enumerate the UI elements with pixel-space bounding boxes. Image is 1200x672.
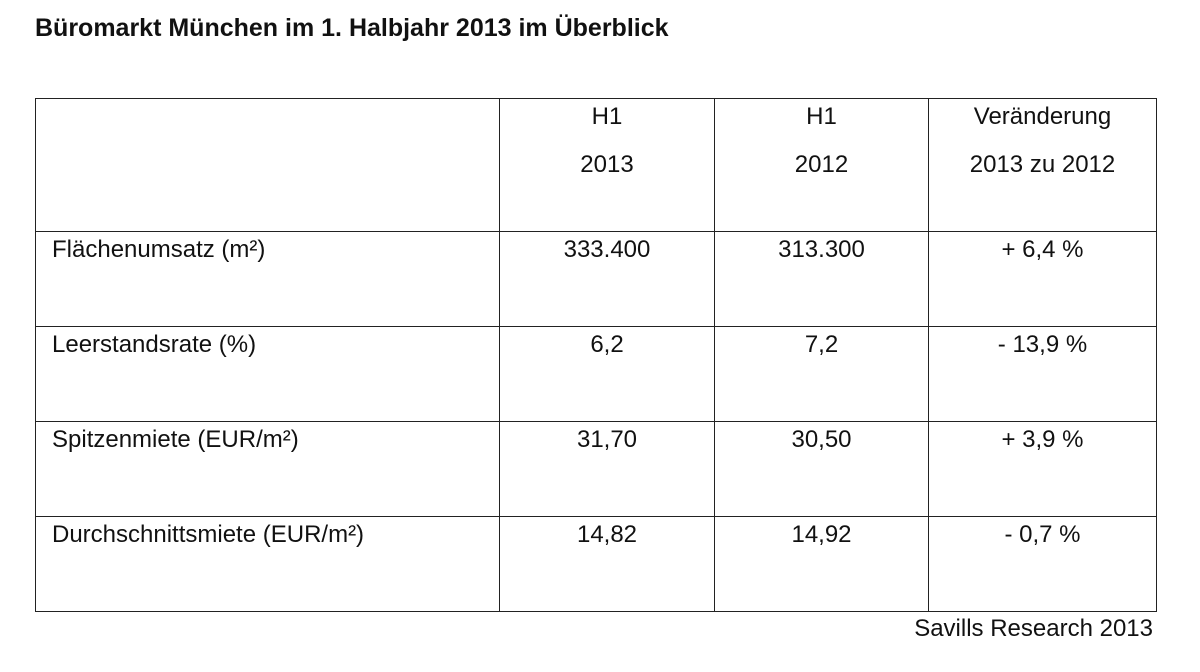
header-text: Veränderung [973,103,1112,130]
cell: 313.300 [714,231,929,327]
header-text: 2012 [794,151,849,178]
cell: 6,2 [499,326,715,422]
table: H1 2013 H1 2012 Veränderung 2013 zu 2012 Fläch… [35,98,1157,612]
cell: 14,92 [714,516,929,612]
cell: + 3,9 % [928,421,1157,517]
cell: 31,70 [499,421,715,517]
row: Leerstandsrate (%) 6,2 7,2- 13,9 % [35,326,1157,422]
header-text: H1 [591,103,623,130]
cell: 7,2 [714,326,929,422]
header-row: H1 2013 H1 2012 Veränderung 2013 zu 2012 [35,98,1157,232]
title: Büromarkt München im 1. Halbjahr 2013 im… [35,14,669,42]
cell: - 0,7 % [928,516,1157,612]
header-cell: H1 2012 [714,98,929,232]
cell: 30,50 [714,421,929,517]
cell: - 13,9 % [928,326,1157,422]
row: Durchschnittsmiete (EUR/m²) 14,82 14,92- 0… [35,516,1157,612]
header-text: 2013 zu 2012 [969,151,1116,178]
header-cell: Veränderung 2013 zu 2012 [928,98,1157,232]
header-cell: H1 2013 [499,98,715,232]
cell: 333.400 [499,231,715,327]
cell: + 6,4 % [928,231,1157,327]
row-label: Flächenumsatz (m²) [35,231,500,327]
header-text: 2013 [580,151,634,178]
row-label: Durchschnittsmiete (EUR/m²) [35,516,500,612]
source: Savills Research 2013 [914,615,1153,642]
cell: 14,82 [499,516,715,612]
row-label: Leerstandsrate (%) [35,326,500,422]
header-text: H1 [806,103,837,130]
row-label: Spitzenmiete (EUR/m²) [35,421,500,517]
row: Spitzenmiete (EUR/m²) 31,70 30,50 + 3,9 % [35,421,1157,517]
row: Flächenumsatz (m²) 333.400 313.300 + 6,4 % [35,231,1157,327]
header-cell [35,98,500,232]
